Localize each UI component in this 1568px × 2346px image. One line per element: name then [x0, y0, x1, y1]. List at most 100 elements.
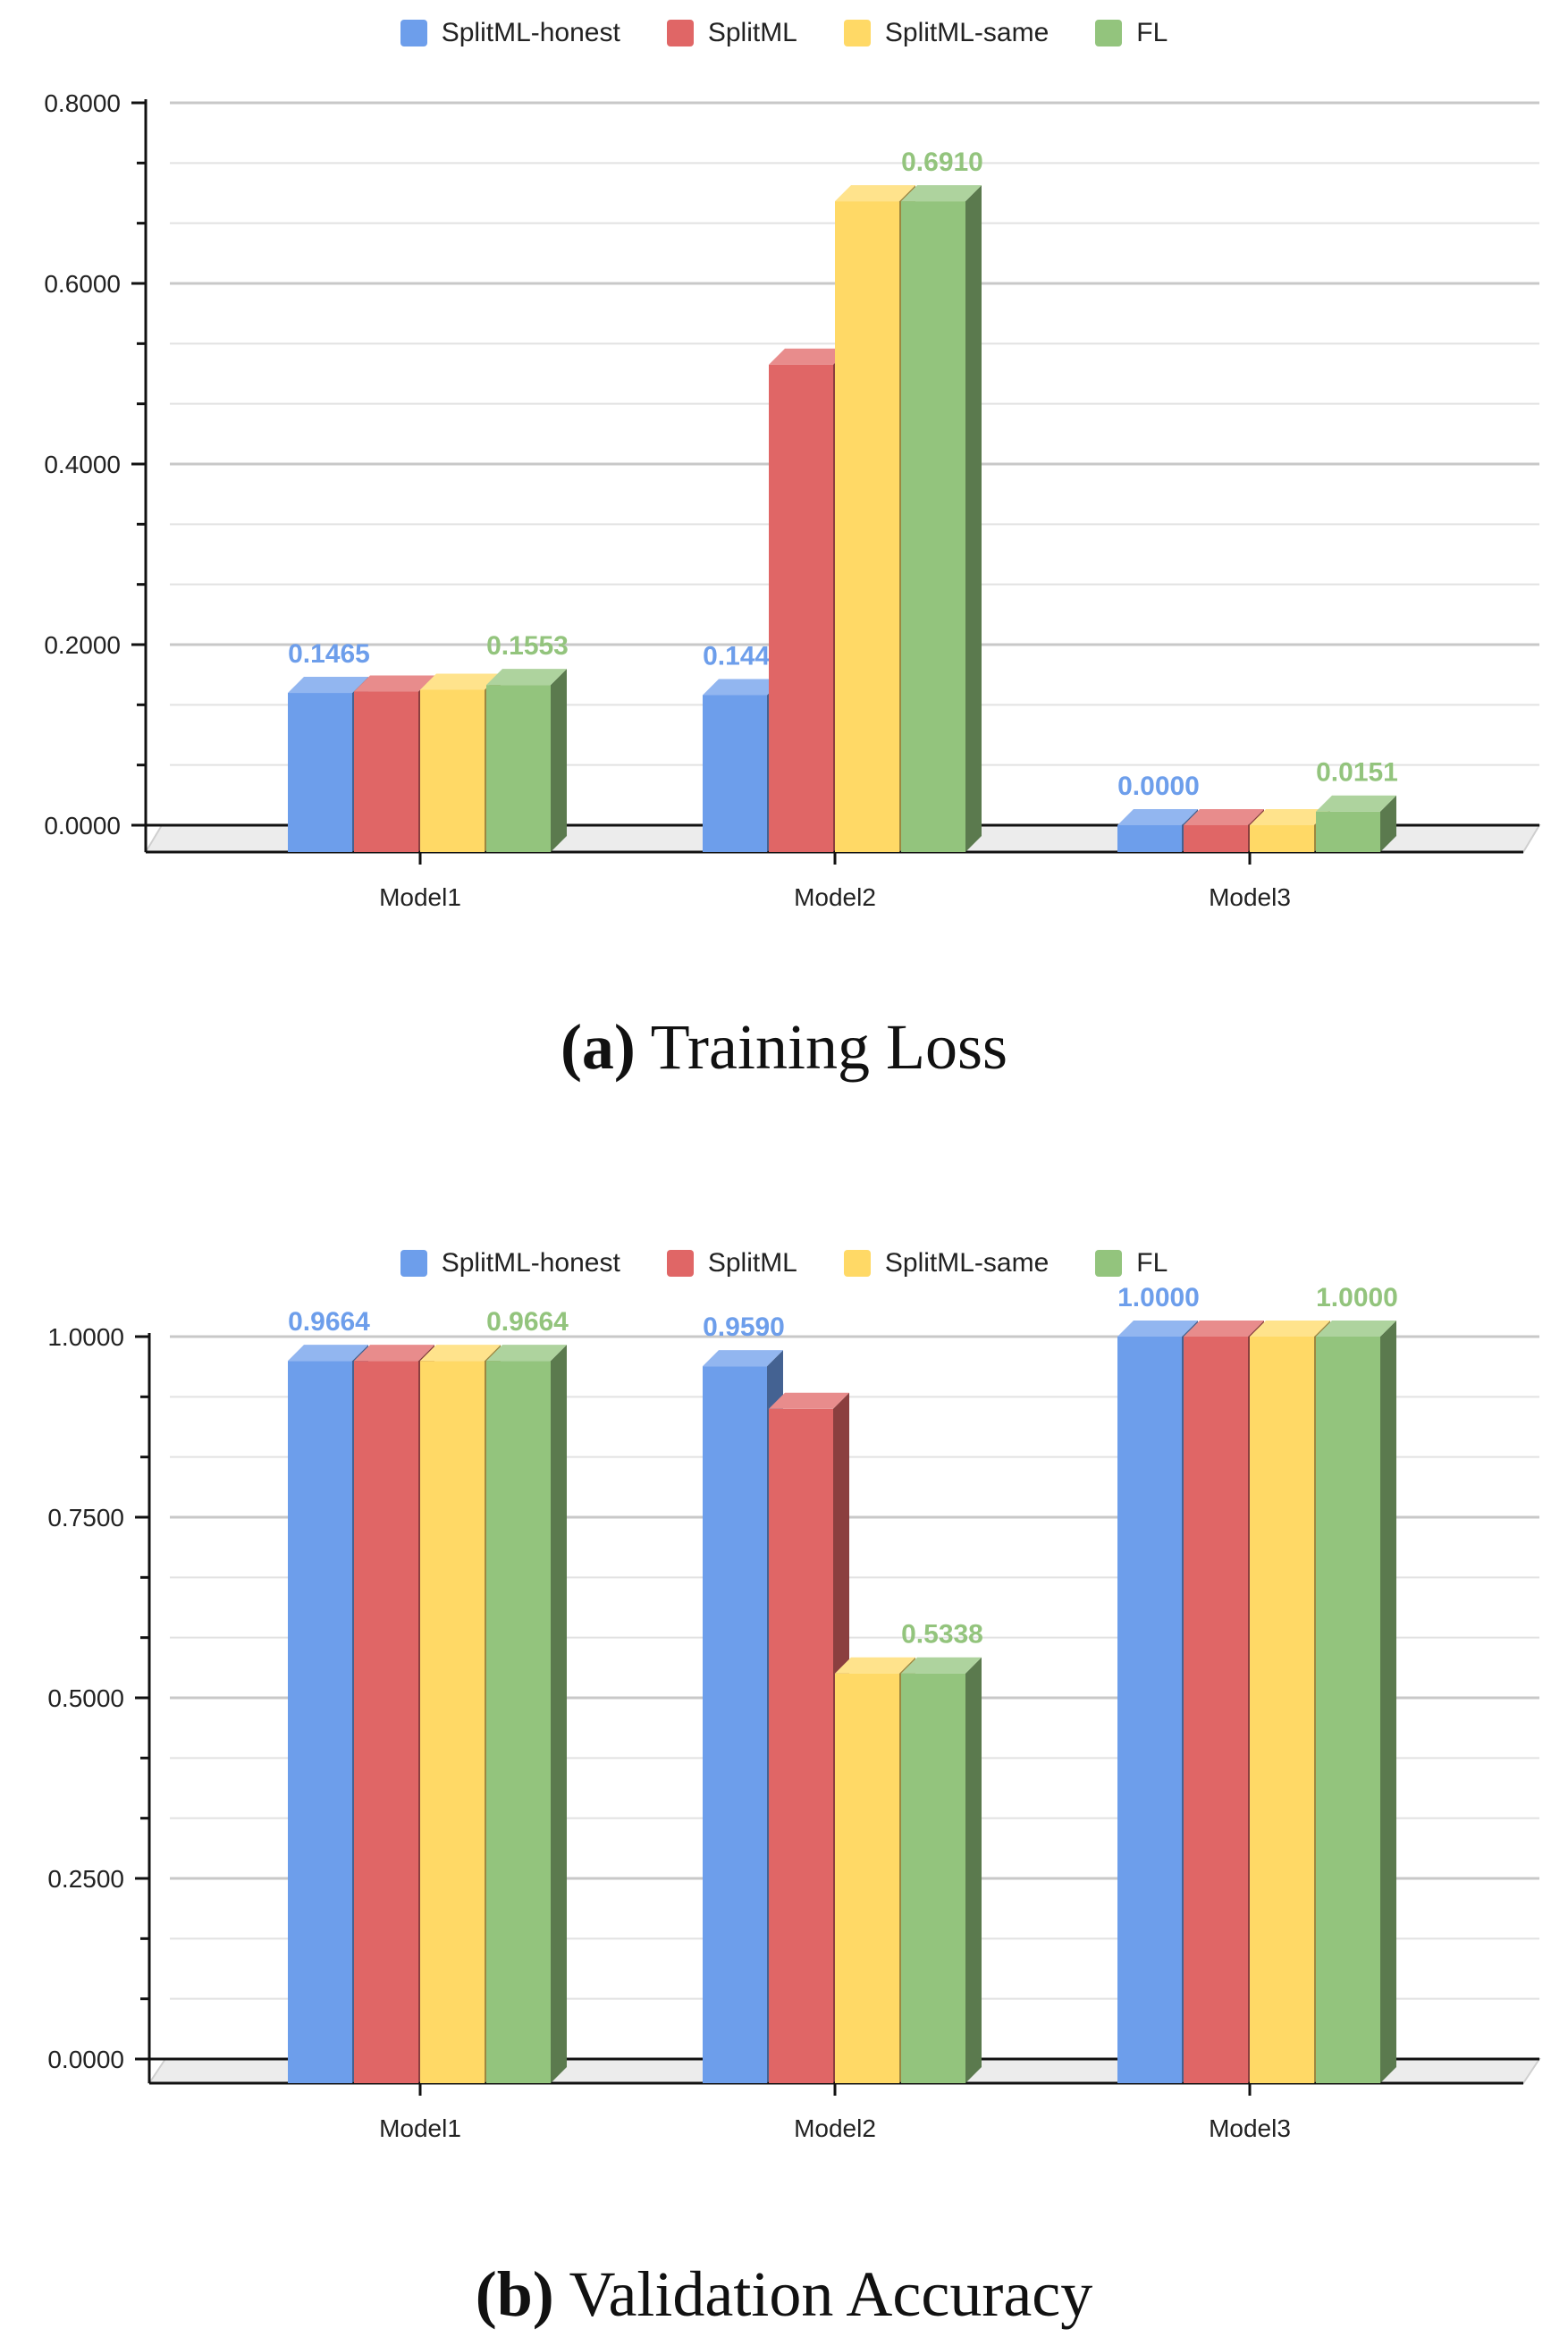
bar-fl-model3 [1316, 795, 1396, 852]
bar-top-face [1250, 809, 1330, 825]
bar-front-face [835, 201, 899, 853]
validation-accuracy-chart: SplitML-honest SplitML SplitML-same FL 0… [0, 1234, 1568, 2346]
bar-top-face [420, 1345, 501, 1362]
legend-label: SplitML-same [884, 18, 1050, 47]
legend-label: FL [1136, 18, 1168, 47]
bar-top-face [1184, 809, 1264, 825]
bar-top-face [1117, 809, 1198, 825]
training-loss-plot: 0.0000 0.2000 0.4000 0.6000 0.8000 Model1 0.14… [44, 89, 1541, 911]
bar-top-face [1117, 1321, 1198, 1337]
bar-top-face [288, 677, 368, 694]
data-label-splitml-honest: 0.1465 [288, 639, 370, 669]
y-tick-label: 0.0000 [47, 2046, 124, 2073]
caption-a: (a) Training Loss [0, 1010, 1568, 1084]
legend-swatch-splitml-honest [400, 1250, 427, 1277]
bar-splitml-model3 [1184, 1321, 1264, 2083]
bar-top-face [486, 669, 567, 686]
bar-front-face [1117, 825, 1182, 852]
data-label-fl: 0.0151 [1316, 758, 1398, 788]
bar-top-face [769, 1392, 849, 1409]
validation-accuracy-plot: 0.0000 0.2500 0.5000 0.7500 1.0000 Model1 0.96… [47, 1283, 1541, 2142]
x-tick-label: Model2 [794, 2114, 876, 2142]
bar-top-face [901, 1657, 982, 1674]
bar-front-face [1117, 1337, 1182, 2083]
bar-fl-model1 [486, 1345, 567, 2083]
bar-top-face [703, 679, 783, 696]
bar-front-face [901, 1673, 965, 2083]
legend-label: SplitML-same [884, 1248, 1050, 1278]
bar-front-face [769, 364, 833, 852]
bar-top-face [1184, 1321, 1264, 1337]
legend-item-fl: FL [1095, 1248, 1168, 1278]
bar-top-face [703, 1350, 783, 1367]
bar-side-face [965, 1657, 982, 2083]
bar-top-face [1316, 1321, 1396, 1337]
data-label-fl: 0.1553 [486, 631, 569, 661]
bar-front-face [288, 693, 352, 852]
bar-front-face [354, 1361, 418, 2083]
bar-side-face [965, 185, 982, 853]
legend-label: SplitML-honest [441, 1248, 620, 1278]
data-label-splitml-honest: 0.9590 [703, 1312, 785, 1342]
bar-top-face [420, 673, 501, 690]
bar-top-face [354, 1345, 434, 1362]
caption-b: (b) Validation Accuracy [0, 2257, 1568, 2332]
x-tick-label: Model3 [1209, 2114, 1291, 2142]
bar-side-face [551, 1345, 567, 2083]
bar-fl-model2 [901, 1657, 982, 2083]
bar-front-face [703, 1366, 767, 2083]
bar-side-face [551, 669, 567, 852]
bar-front-face [835, 1673, 899, 2083]
data-label-fl: 0.5338 [901, 1620, 983, 1650]
x-tick-label: Model1 [379, 2114, 461, 2142]
legend-item-splitml-same: SplitML-same [843, 1248, 1050, 1278]
legend-swatch-fl [1095, 1250, 1123, 1277]
bar-splitml-model2 [769, 1392, 849, 2083]
legend-label: SplitML [707, 1248, 797, 1278]
legend-swatch-splitml-same [843, 1250, 871, 1277]
bar-front-face [288, 1361, 352, 2083]
legend-swatch-splitml-honest [400, 20, 427, 46]
training-loss-chart: SplitML-honest SplitML SplitML-same FL 0… [0, 0, 1568, 1083]
bar-front-face [1316, 811, 1380, 852]
bar-top-face [769, 348, 849, 365]
legend-swatch-splitml [666, 20, 694, 46]
bar-front-face [354, 691, 418, 852]
bar-front-face [1250, 1337, 1314, 2083]
y-tick-label: 0.6000 [44, 270, 121, 298]
y-tick-label: 0.2500 [47, 1865, 124, 1893]
data-label-splitml-honest: 1.0000 [1117, 1283, 1200, 1312]
data-label-fl: 0.6910 [901, 148, 983, 177]
bar-front-face [703, 695, 767, 852]
bar-top-face [288, 1345, 368, 1362]
y-tick-label: 0.7500 [47, 1504, 124, 1532]
y-tick-label: 0.8000 [44, 89, 121, 117]
legend-item-splitml: SplitML [666, 1248, 797, 1278]
legend-label: SplitML-honest [441, 18, 620, 47]
y-tick-label: 0.2000 [44, 631, 121, 659]
bar-top-face [1250, 1321, 1330, 1337]
bar-front-face [1316, 1337, 1380, 2083]
legend-label: FL [1136, 1248, 1168, 1278]
bar-front-face [486, 1361, 551, 2083]
bar-front-face [1250, 825, 1314, 852]
bar-front-face [901, 201, 965, 853]
legend-swatch-fl [1095, 20, 1123, 46]
bar-top-face [354, 675, 434, 692]
caption-text: Training Loss [650, 1011, 1008, 1083]
data-label-splitml-honest: 0.9664 [288, 1307, 370, 1337]
bar-top-face [835, 185, 915, 202]
legend-item-splitml-same: SplitML-same [843, 18, 1050, 48]
bar-front-face [486, 685, 551, 852]
bar-front-face [769, 1408, 833, 2083]
caption-tag: (a) [560, 1011, 636, 1083]
y-tick-label: 1.0000 [47, 1323, 124, 1351]
x-tick-label: Model3 [1209, 883, 1291, 911]
bar-front-face [1184, 1337, 1248, 2083]
bar-front-face [420, 1361, 485, 2083]
bar-splitml-honest-model3 [1117, 809, 1198, 852]
x-tick-label: Model2 [794, 883, 876, 911]
bar-fl-model2 [901, 185, 982, 853]
legend-item-splitml-honest: SplitML-honest [400, 18, 620, 48]
legend-item-splitml: SplitML [666, 18, 797, 48]
